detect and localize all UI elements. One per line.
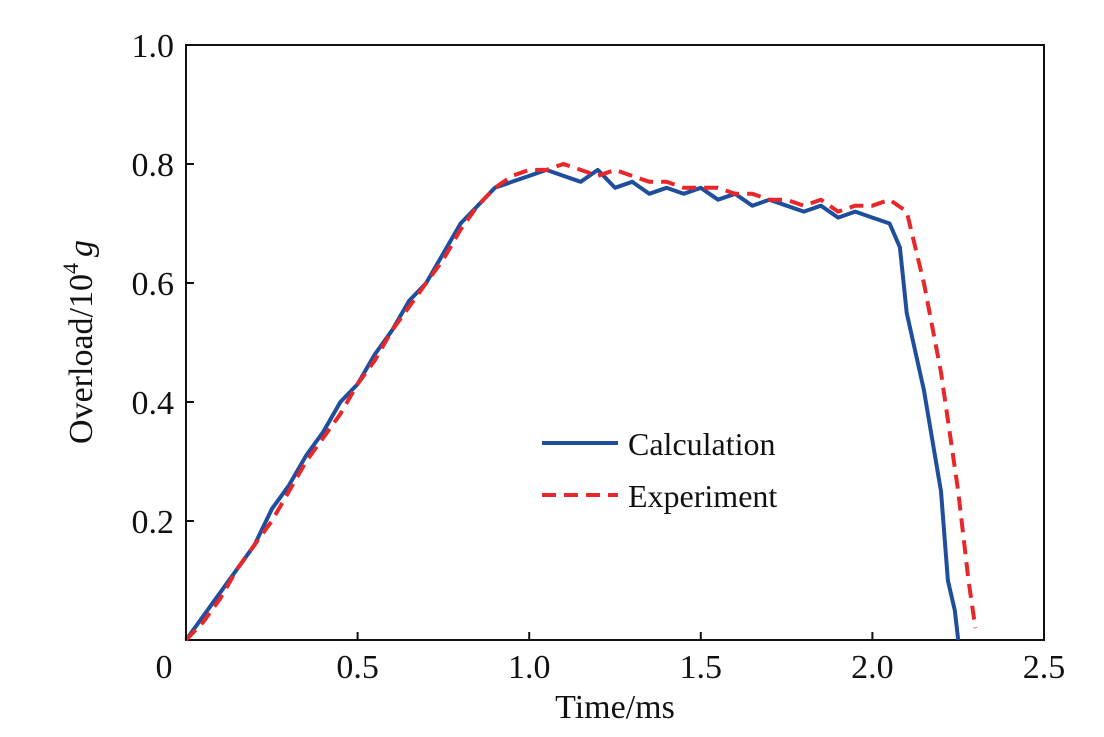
- ticks-layer: 0 0.5 1.0 1.5 2.0 2.5 0.2 0.4 0.6 0.8 1.0: [132, 28, 1066, 686]
- series-line-experiment: [184, 162, 978, 642]
- y-tick-label: 0.6: [132, 266, 175, 303]
- x-axis-title: Time/ms: [555, 689, 675, 726]
- y-tick-label: 0.2: [132, 504, 175, 541]
- x-tick-label: 1.0: [508, 649, 551, 686]
- x-tick-label: 2.0: [851, 649, 894, 686]
- y-tick-label: 0.4: [132, 385, 175, 422]
- x-tick-label: 0.5: [336, 649, 379, 686]
- x-tick-label: 0: [156, 649, 173, 686]
- legend-label-experiment: Experiment: [628, 478, 777, 514]
- series-layer: [184, 162, 978, 642]
- plot-frame: [185, 44, 1045, 641]
- y-tick-label: 1.0: [132, 28, 175, 65]
- y-tick-label: 0.8: [132, 147, 175, 184]
- y-axis-title: Overload/104g: [58, 240, 100, 444]
- legend: Calculation Experiment: [542, 426, 777, 514]
- x-tick-label: 2.5: [1023, 649, 1066, 686]
- series-line-calculation: [184, 167, 961, 642]
- x-tick-label: 1.5: [680, 649, 723, 686]
- legend-label-calculation: Calculation: [628, 426, 776, 462]
